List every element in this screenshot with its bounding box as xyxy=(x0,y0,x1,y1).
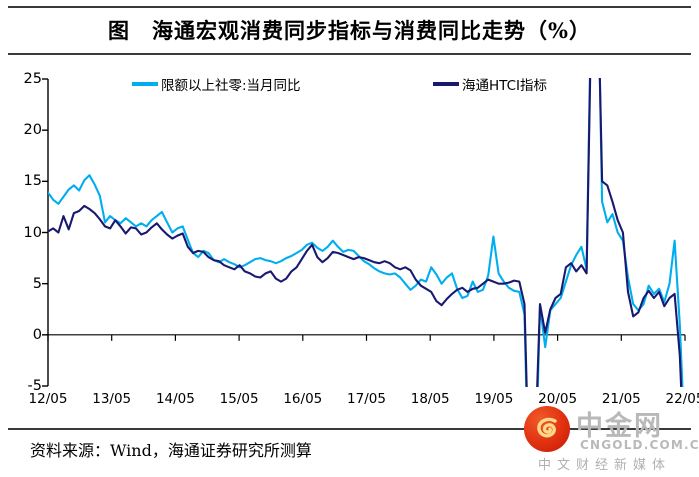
x-tick-label: 17/05 xyxy=(347,391,386,407)
title-rule-top xyxy=(8,6,691,8)
page-title: 图 海通宏观消费同步指标与消费同比走势（%） xyxy=(108,18,591,43)
title-rule-bottom xyxy=(8,53,691,55)
chart-legend: 限额以上社零:当月同比 海通HTCI指标 xyxy=(48,74,685,96)
y-tick-label: 10 xyxy=(23,224,42,241)
y-tick-label: 0 xyxy=(32,326,42,343)
footer-rule xyxy=(8,428,691,430)
x-tick-label: 18/05 xyxy=(410,391,450,407)
x-tick-label: 22/05 xyxy=(665,391,699,407)
y-tick-label: 15 xyxy=(23,173,42,190)
source-note: 资料来源：Wind，海通证券研究所测算 xyxy=(30,441,312,460)
x-tick-label: 20/05 xyxy=(538,391,578,407)
legend-item-shezero: 限额以上社零:当月同比 xyxy=(132,74,301,94)
legend-label-htci: 海通HTCI指标 xyxy=(462,78,548,94)
x-tick-label: 19/05 xyxy=(474,391,514,407)
x-tick-label: 12/05 xyxy=(28,391,68,407)
x-tick-label: 15/05 xyxy=(219,391,259,407)
legend-swatch-line-icon xyxy=(433,82,459,86)
x-tick-label: 14/05 xyxy=(155,391,195,407)
legend-swatch-line-icon xyxy=(132,82,158,86)
x-tick-label: 13/05 xyxy=(92,391,132,407)
legend-label-shezero: 限额以上社零:当月同比 xyxy=(161,78,301,94)
y-tick-label: -5 xyxy=(27,378,42,394)
y-tick-label: 25 xyxy=(23,71,42,87)
y-tick-label: 20 xyxy=(23,122,42,139)
legend-item-htci: 海通HTCI指标 xyxy=(433,74,547,94)
x-tick-label: 16/05 xyxy=(283,391,323,407)
x-tick-label: 21/05 xyxy=(601,391,641,407)
y-tick-label: 5 xyxy=(32,275,42,292)
